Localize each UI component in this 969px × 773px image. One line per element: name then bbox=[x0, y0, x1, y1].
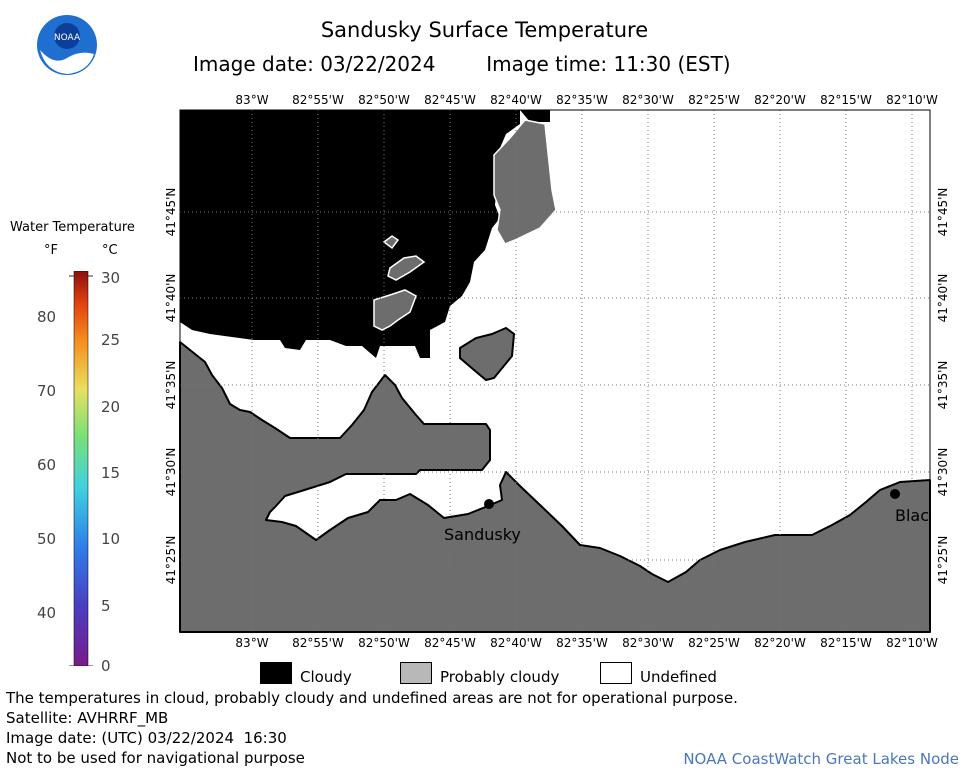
c-tick: 15 bbox=[101, 464, 121, 482]
longitude-label: 82°25'W bbox=[688, 93, 740, 107]
longitude-label: 82°40'W bbox=[490, 93, 542, 107]
longitude-label: 82°20'W bbox=[754, 636, 806, 650]
latitude-label: 41°25'N bbox=[164, 535, 178, 585]
longitude-label: 83°W bbox=[235, 93, 269, 107]
probably-cloudy-patch bbox=[387, 255, 426, 281]
probably-cloudy-swatch bbox=[400, 662, 432, 684]
longitude-label: 82°45'W bbox=[424, 93, 476, 107]
longitude-label: 82°55'W bbox=[292, 636, 344, 650]
latitude-label: 41°45'N bbox=[936, 187, 950, 237]
longitude-label: 82°45'W bbox=[424, 636, 476, 650]
latitude-label: 41°30'N bbox=[164, 447, 178, 497]
c-tick: 5 bbox=[101, 597, 111, 615]
f-tick: 50 bbox=[37, 530, 57, 548]
sandusky-label: Sandusky bbox=[444, 525, 521, 544]
longitude-label: 82°15'W bbox=[820, 93, 872, 107]
utc-date-text: Image date: (UTC) 03/22/2024 16:30 bbox=[6, 729, 287, 747]
longitude-label: 82°35'W bbox=[556, 93, 608, 107]
latitude-label: 41°45'N bbox=[164, 187, 178, 237]
map-title: Sandusky Surface Temperature bbox=[320, 18, 649, 42]
longitude-label: 82°30'W bbox=[622, 636, 674, 650]
latitude-label: 41°40'N bbox=[164, 273, 178, 323]
cloudy-area bbox=[180, 110, 520, 358]
f-tick: 40 bbox=[37, 604, 57, 622]
color-scale-bar bbox=[69, 270, 93, 667]
longitude-label: 82°10'W bbox=[886, 93, 938, 107]
c-tick: 20 bbox=[101, 398, 121, 416]
latitude-label: 41°25'N bbox=[936, 535, 950, 585]
undefined-swatch bbox=[600, 662, 632, 684]
noaa-logo: NOAA bbox=[36, 14, 98, 76]
nav-warning-text: Not to be used for navigational purpose bbox=[6, 749, 305, 767]
credit-link[interactable]: NOAA CoastWatch Great Lakes Node bbox=[683, 750, 959, 768]
probably-cloudy-patch bbox=[493, 119, 557, 245]
graticule bbox=[180, 110, 930, 632]
probably-cloudy-label: Probably cloudy bbox=[440, 668, 560, 686]
latitude-label: 41°40'N bbox=[936, 273, 950, 323]
undefined-label: Undefined bbox=[640, 668, 717, 686]
image-time: Image time: 11:30 (EST) bbox=[486, 52, 731, 76]
bay-marker bbox=[890, 489, 900, 499]
longitude-label: 82°50'W bbox=[358, 636, 410, 650]
longitude-label: 82°50'W bbox=[358, 93, 410, 107]
legend-title: Water Temperature bbox=[10, 220, 135, 235]
longitude-label: 82°55'W bbox=[292, 93, 344, 107]
sandusky-marker bbox=[484, 499, 494, 509]
cloudy-label: Cloudy bbox=[300, 668, 352, 686]
longitude-label: 82°20'W bbox=[754, 93, 806, 107]
unit-celsius: °C bbox=[102, 243, 118, 258]
probably-cloudy-patch bbox=[373, 289, 417, 331]
longitude-label: 82°30'W bbox=[622, 93, 674, 107]
unit-fahrenheit: °F bbox=[44, 243, 58, 258]
latitude-label: 41°35'N bbox=[164, 360, 178, 410]
c-tick: 0 bbox=[101, 657, 111, 675]
image-date: Image date: 03/22/2024 bbox=[193, 52, 436, 76]
c-tick: 25 bbox=[101, 331, 121, 349]
longitude-label: 82°15'W bbox=[820, 636, 872, 650]
disclaimer-text: The temperatures in cloud, probably clou… bbox=[6, 689, 738, 707]
f-tick: 80 bbox=[37, 308, 57, 326]
cloudy-area bbox=[520, 110, 550, 122]
probably-cloudy-land bbox=[179, 341, 931, 633]
probably-cloudy-patch bbox=[459, 326, 516, 382]
image-date-time: Image date: 03/22/2024 Image time: 11:30… bbox=[193, 52, 731, 76]
satellite-text: Satellite: AVHRRF_MB bbox=[6, 709, 169, 727]
longitude-label: 83°W bbox=[235, 636, 269, 650]
cloudy-swatch bbox=[260, 662, 292, 684]
probably-cloudy-patch bbox=[382, 235, 400, 250]
logo-text: NOAA bbox=[54, 33, 81, 43]
c-tick: 30 bbox=[101, 269, 121, 287]
longitude-label: 82°40'W bbox=[490, 636, 542, 650]
longitude-label: 82°25'W bbox=[688, 636, 740, 650]
longitude-label: 82°35'W bbox=[556, 636, 608, 650]
bay-label: Blac bbox=[895, 506, 930, 525]
map-frame bbox=[179, 109, 931, 633]
c-tick: 10 bbox=[101, 530, 121, 548]
f-tick: 60 bbox=[37, 456, 57, 474]
longitude-label: 82°10'W bbox=[886, 636, 938, 650]
latitude-label: 41°30'N bbox=[936, 447, 950, 497]
f-tick: 70 bbox=[37, 382, 57, 400]
latitude-label: 41°35'N bbox=[936, 360, 950, 410]
